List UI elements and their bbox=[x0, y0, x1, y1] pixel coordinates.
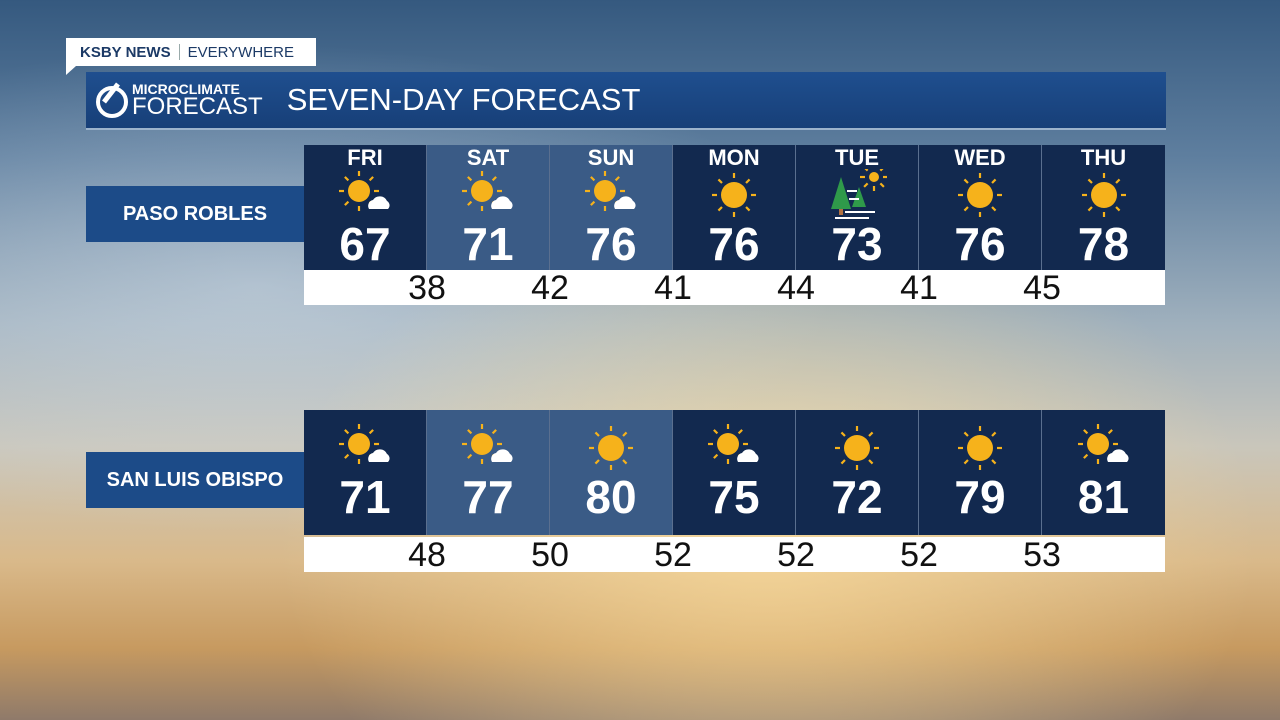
high-temp: 72 bbox=[831, 471, 883, 523]
low-temp: 48 bbox=[408, 536, 446, 574]
ksby-news-tag: KSBY NEWS EVERYWHERE bbox=[66, 38, 316, 75]
low-temp: 45 bbox=[1023, 269, 1061, 307]
day-name bbox=[673, 410, 795, 422]
low-temp: 44 bbox=[777, 269, 815, 307]
low-temp: 41 bbox=[654, 269, 692, 307]
sunny-icon bbox=[550, 422, 672, 474]
day-name: FRI bbox=[347, 145, 383, 170]
day-cell: SAT 71 bbox=[427, 145, 550, 270]
page-title: SEVEN-DAY FORECAST bbox=[286, 82, 641, 117]
day-cell: TUE 73 bbox=[796, 145, 919, 270]
high-temp: 75 bbox=[708, 471, 760, 523]
day-cell: 80 bbox=[550, 410, 673, 535]
partly-sunny-icon bbox=[673, 422, 795, 474]
day-cell: FRI 67 bbox=[304, 145, 427, 270]
day-cell: 75 bbox=[673, 410, 796, 535]
lows-bar: 38 42 41 44 41 45 bbox=[304, 269, 1165, 307]
day-cell: 72 bbox=[796, 410, 919, 535]
partly-sunny-icon bbox=[304, 422, 426, 474]
brand: KSBY NEWS bbox=[80, 43, 171, 61]
low-temp: 52 bbox=[777, 536, 815, 574]
high-temp: 71 bbox=[339, 471, 391, 523]
day-name: MON bbox=[708, 145, 760, 170]
day-name: SAT bbox=[466, 145, 510, 170]
high-temp: 67 bbox=[339, 218, 391, 270]
day-name bbox=[1042, 410, 1165, 422]
location-label: SAN LUIS OBISPO bbox=[86, 452, 304, 508]
day-cell: 77 bbox=[427, 410, 550, 535]
day-cell: MON 76 bbox=[673, 145, 796, 270]
day-name: WED bbox=[954, 145, 1006, 170]
high-temp: 76 bbox=[708, 218, 760, 270]
partly-sunny-icon bbox=[550, 169, 672, 221]
logo-bottom: FORECAST bbox=[132, 93, 263, 120]
high-temp: 80 bbox=[585, 471, 637, 523]
divider bbox=[178, 44, 180, 60]
high-temp: 79 bbox=[954, 471, 1006, 523]
low-temp: 53 bbox=[1023, 536, 1061, 574]
location-label: PASO ROBLES bbox=[86, 186, 304, 242]
low-temp: 50 bbox=[531, 536, 569, 574]
high-temp: 76 bbox=[585, 218, 637, 270]
day-cell: 81 bbox=[1042, 410, 1165, 535]
sunny-icon bbox=[673, 169, 795, 221]
day-name bbox=[919, 410, 1041, 422]
day-cell: SUN 76 bbox=[550, 145, 673, 270]
channel-6-logo-icon bbox=[96, 82, 128, 118]
high-temp: 81 bbox=[1077, 471, 1130, 523]
partly-sunny-icon bbox=[427, 169, 549, 221]
microclimate-logo: MICROCLIMATE FORECAST bbox=[92, 80, 263, 120]
sunny-icon bbox=[1042, 169, 1165, 221]
low-temp: 38 bbox=[408, 269, 446, 307]
day-cell: THU 78 bbox=[1042, 145, 1165, 270]
day-cell: 79 bbox=[919, 410, 1042, 535]
high-temp: 77 bbox=[462, 471, 514, 523]
sunny-icon bbox=[919, 169, 1041, 221]
day-name bbox=[550, 410, 672, 422]
day-name bbox=[796, 410, 918, 422]
partly-sunny-icon bbox=[427, 422, 549, 474]
sunny-icon bbox=[919, 422, 1041, 474]
day-name bbox=[427, 410, 549, 422]
logo-top: MICROCLIMATE bbox=[132, 81, 240, 97]
forecast-row: 71 77 80 75 72 79 81 bbox=[304, 410, 1165, 535]
forecast-row: FRI 67 SAT 71 SUN 76 MON 76 TUE 73 WED 76 THU … bbox=[304, 145, 1165, 270]
sunny-icon bbox=[796, 422, 918, 474]
high-temp: 73 bbox=[831, 218, 883, 270]
low-temp: 42 bbox=[531, 269, 569, 307]
partly-sunny-icon bbox=[304, 169, 426, 221]
day-cell: WED 76 bbox=[919, 145, 1042, 270]
slogan: EVERYWHERE bbox=[187, 43, 294, 61]
low-temp: 41 bbox=[900, 269, 938, 307]
low-temp: 52 bbox=[654, 536, 692, 574]
low-temp: 52 bbox=[900, 536, 938, 574]
day-name bbox=[304, 410, 426, 422]
day-name: TUE bbox=[835, 145, 879, 170]
high-temp: 78 bbox=[1077, 218, 1130, 270]
high-temp: 76 bbox=[954, 218, 1006, 270]
fog-sun-icon bbox=[796, 169, 918, 221]
lows-bar: 48 50 52 52 52 53 bbox=[304, 536, 1165, 574]
partly-sunny-icon bbox=[1042, 422, 1165, 474]
header-bar: MICROCLIMATE FORECAST SEVEN-DAY FORECAST bbox=[86, 72, 1166, 130]
day-name: THU bbox=[1080, 145, 1127, 170]
day-name: SUN bbox=[587, 145, 635, 170]
day-cell: 71 bbox=[304, 410, 427, 535]
high-temp: 71 bbox=[462, 218, 514, 270]
